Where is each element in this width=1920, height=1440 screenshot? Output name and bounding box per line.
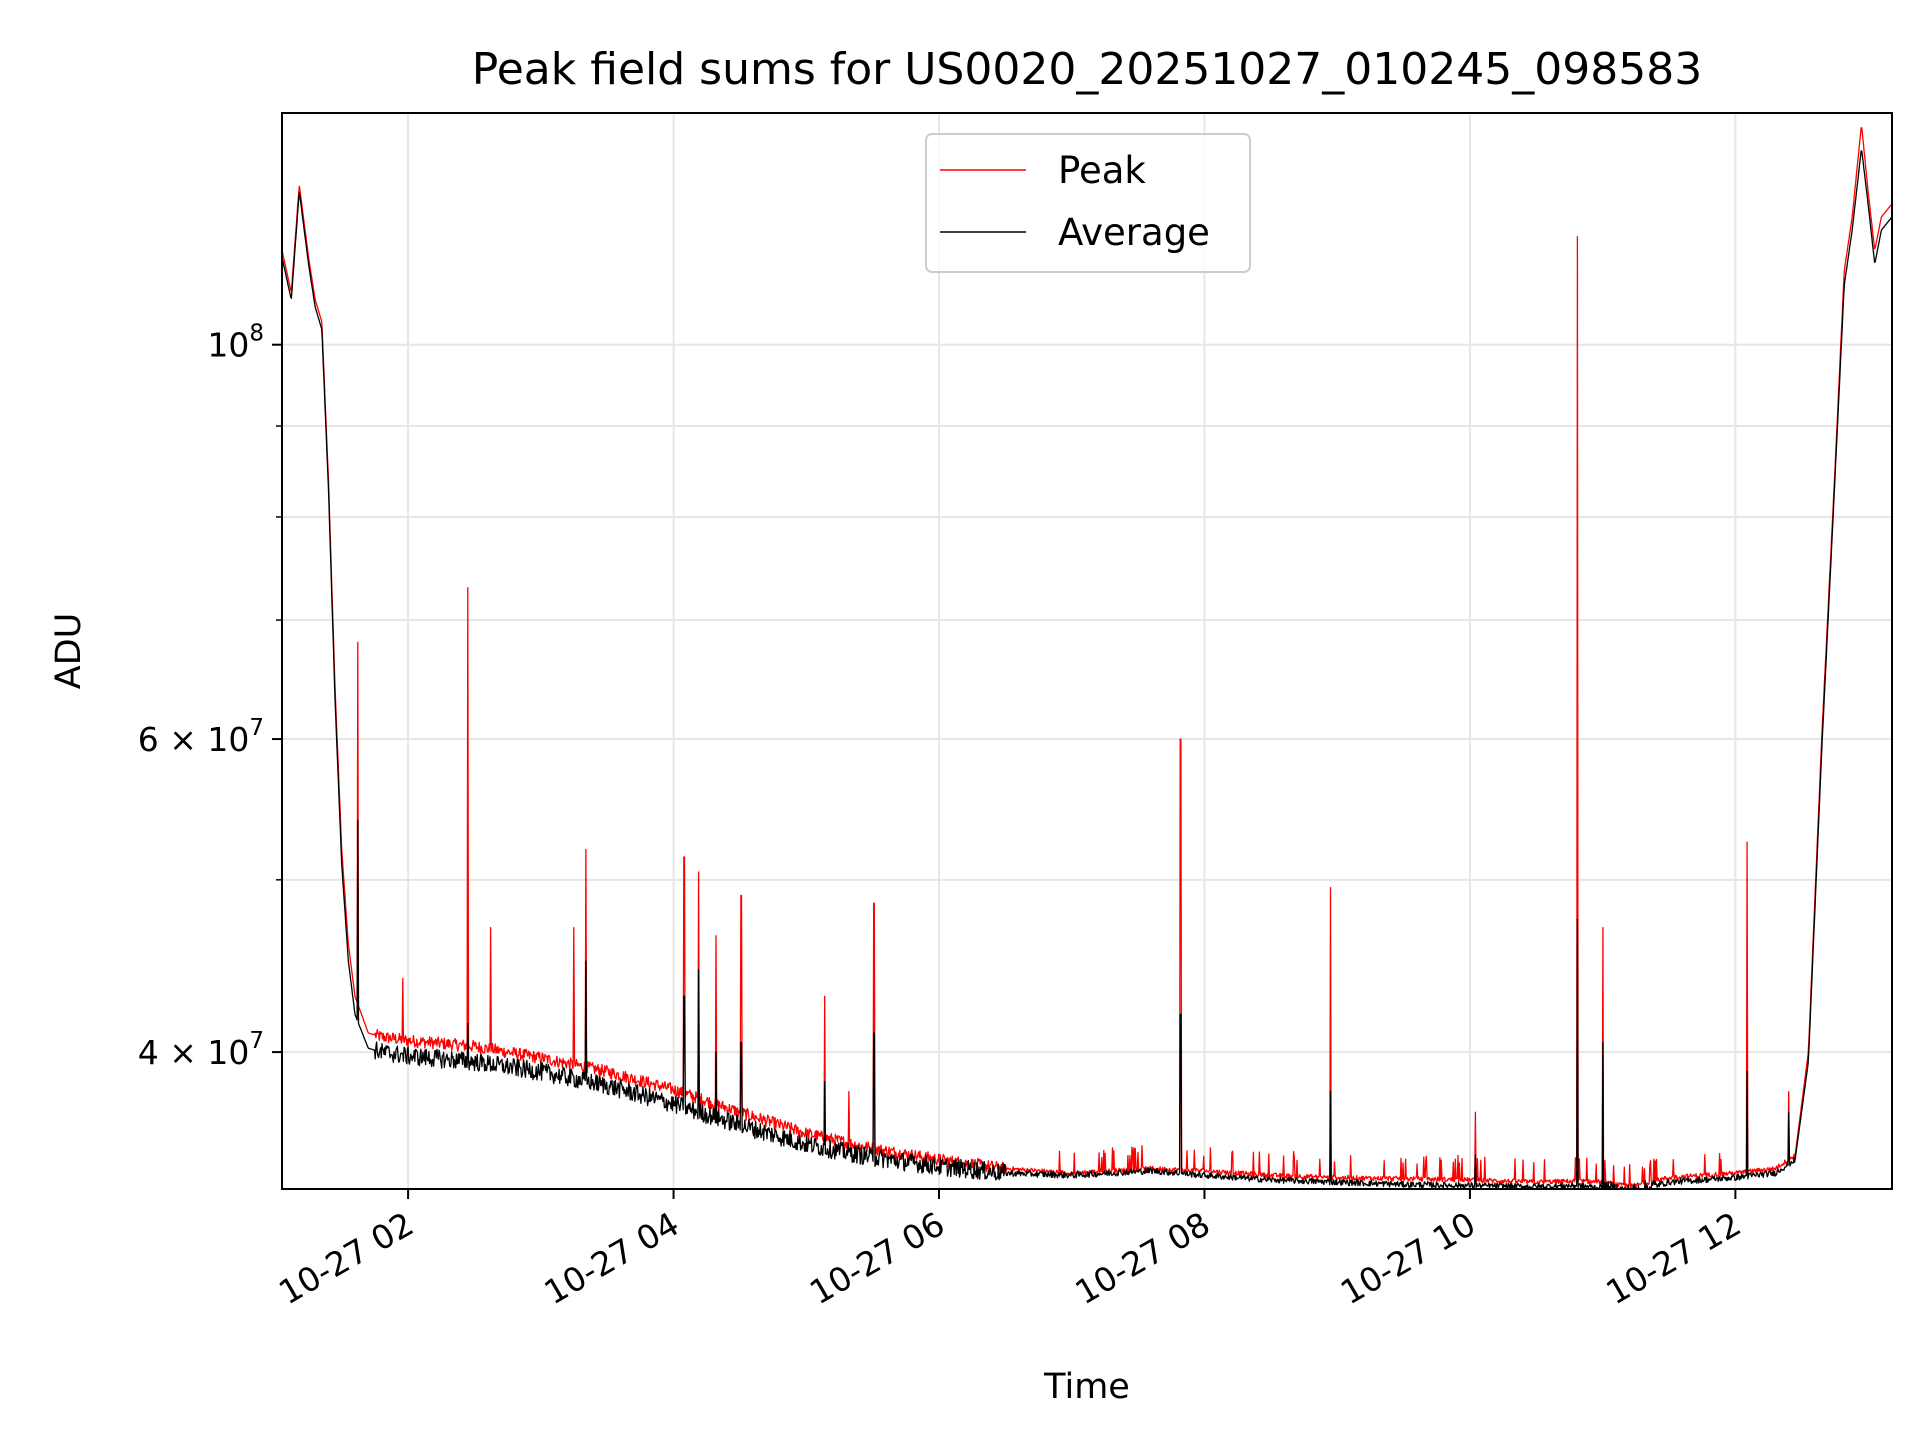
chart-title: Peak field sums for US0020_20251027_0102…: [472, 44, 1702, 95]
grid: [282, 113, 1892, 1189]
y-axis: 108 6 × 107 4 × 107: [138, 321, 282, 1072]
y-tick-label: 108: [207, 321, 264, 365]
y-tick-label: 4 × 107: [138, 1028, 264, 1072]
x-axis-label: Time: [1043, 1367, 1130, 1407]
plot-frame: [281, 112, 1893, 1190]
legend-box: [925, 133, 1251, 273]
series-layer: [282, 127, 1892, 1189]
series-peak-line: [282, 127, 1892, 1189]
legend-average-label: Average: [1058, 211, 1210, 254]
legend-peak-label: Peak: [1058, 149, 1146, 192]
y-tick-label: 6 × 107: [138, 715, 264, 759]
y-axis-label: ADU: [49, 613, 89, 690]
series-average-line: [282, 150, 1892, 1189]
legend: Peak Average: [925, 133, 1251, 273]
